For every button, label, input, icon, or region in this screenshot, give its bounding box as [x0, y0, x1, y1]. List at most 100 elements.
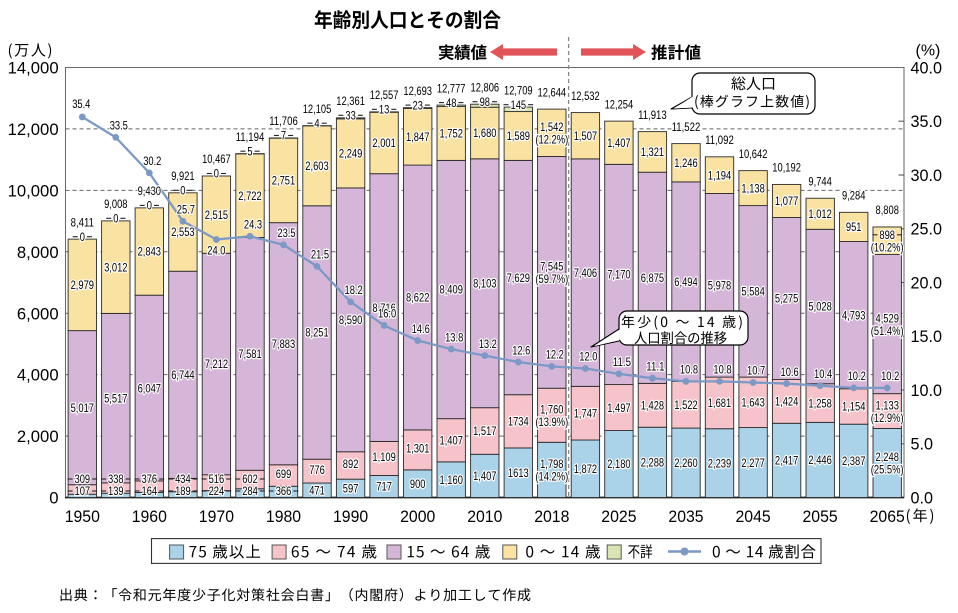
svg-text:2,417: 2,417: [775, 454, 799, 468]
svg-text:1,522: 1,522: [674, 398, 698, 412]
svg-text:1,301: 1,301: [406, 442, 430, 456]
svg-text:0: 0: [147, 199, 152, 213]
svg-text:(10.2%): (10.2%): [871, 241, 904, 255]
svg-text:2,722: 2,722: [238, 189, 262, 203]
svg-text:2,277: 2,277: [741, 456, 765, 470]
svg-text:2,387: 2,387: [842, 454, 866, 468]
svg-text:1990: 1990: [333, 507, 368, 526]
svg-text:9,284: 9,284: [842, 189, 866, 203]
svg-text:2,751: 2,751: [272, 174, 296, 188]
svg-text:10.6: 10.6: [781, 365, 799, 379]
svg-text:8,000: 8,000: [17, 244, 59, 262]
svg-text:2065: 2065: [870, 507, 905, 526]
svg-text:2,843: 2,843: [138, 245, 162, 259]
svg-text:5,584: 5,584: [741, 285, 765, 299]
svg-text:224: 224: [209, 484, 225, 498]
svg-text:1,012: 1,012: [808, 207, 832, 221]
svg-text:1,077: 1,077: [775, 194, 799, 208]
svg-text:2010: 2010: [467, 507, 502, 526]
svg-text:21.5: 21.5: [311, 248, 329, 262]
svg-text:7: 7: [281, 129, 286, 143]
svg-text:2045: 2045: [736, 507, 771, 526]
svg-text:8,716: 8,716: [372, 301, 396, 315]
svg-text:10,642: 10,642: [739, 147, 768, 161]
svg-text:10.8: 10.8: [713, 363, 731, 377]
svg-text:12,777: 12,777: [437, 81, 466, 95]
svg-text:2055: 2055: [803, 507, 838, 526]
svg-text:15.0: 15.0: [911, 328, 943, 346]
svg-text:2,001: 2,001: [372, 136, 396, 150]
svg-text:12,644: 12,644: [538, 85, 567, 99]
svg-text:892: 892: [343, 457, 359, 471]
svg-text:1,752: 1,752: [440, 127, 464, 141]
svg-text:338: 338: [108, 472, 124, 486]
svg-text:2,249: 2,249: [339, 147, 363, 161]
svg-text:11,194: 11,194: [236, 130, 265, 144]
svg-text:164: 164: [142, 484, 158, 498]
svg-text:1,680: 1,680: [473, 126, 497, 140]
svg-text:33.5: 33.5: [110, 119, 128, 133]
svg-text:10.7: 10.7: [747, 364, 765, 378]
svg-text:471: 471: [309, 484, 325, 498]
svg-text:717: 717: [376, 480, 392, 494]
svg-text:13: 13: [379, 103, 390, 117]
svg-text:8,103: 8,103: [473, 277, 497, 291]
svg-text:5,028: 5,028: [808, 300, 832, 314]
svg-text:8,411: 8,411: [71, 215, 95, 229]
svg-text:12,693: 12,693: [403, 84, 432, 98]
svg-text:1,154: 1,154: [842, 400, 866, 414]
svg-text:6,047: 6,047: [138, 381, 162, 395]
svg-text:9,744: 9,744: [808, 174, 832, 188]
svg-text:1,407: 1,407: [473, 469, 497, 483]
svg-text:5.0: 5.0: [911, 436, 934, 454]
svg-text:1,798: 1,798: [540, 457, 564, 471]
svg-text:(12.2%): (12.2%): [535, 133, 568, 147]
svg-text:1,133: 1,133: [876, 398, 900, 412]
svg-text:7,170: 7,170: [607, 268, 631, 282]
svg-text:2000: 2000: [400, 507, 435, 526]
svg-text:(51.4%): (51.4%): [871, 324, 904, 338]
svg-text:(13.9%): (13.9%): [535, 415, 568, 429]
svg-text:3,012: 3,012: [104, 260, 128, 274]
svg-text:2035: 2035: [668, 507, 703, 526]
svg-text:11,706: 11,706: [269, 114, 298, 128]
svg-text:(25.5%): (25.5%): [871, 463, 904, 477]
svg-text:18.2: 18.2: [345, 283, 363, 297]
svg-text:12,709: 12,709: [504, 83, 533, 97]
svg-text:10.8: 10.8: [680, 363, 698, 377]
svg-text:6,494: 6,494: [674, 275, 698, 289]
svg-text:1,138: 1,138: [741, 181, 765, 195]
svg-text:1,258: 1,258: [808, 396, 832, 410]
svg-text:23: 23: [413, 98, 424, 112]
svg-text:1,497: 1,497: [607, 401, 631, 415]
svg-text:0: 0: [49, 490, 58, 508]
svg-text:(%): (%): [916, 43, 941, 60]
svg-text:1,424: 1,424: [775, 395, 799, 409]
svg-text:7,545: 7,545: [540, 260, 564, 274]
svg-text:1960: 1960: [132, 507, 167, 526]
svg-text:12.2: 12.2: [546, 348, 564, 362]
svg-text:8,251: 8,251: [305, 326, 329, 340]
svg-text:2,248: 2,248: [876, 450, 900, 464]
svg-text:2,979: 2,979: [71, 278, 95, 292]
svg-text:12,532: 12,532: [571, 89, 600, 103]
svg-text:2,180: 2,180: [607, 457, 631, 471]
svg-text:2,288: 2,288: [641, 456, 665, 470]
svg-text:1950: 1950: [65, 507, 100, 526]
svg-text:597: 597: [343, 482, 359, 496]
svg-text:900: 900: [410, 477, 426, 491]
svg-text:12,361: 12,361: [336, 94, 365, 108]
svg-text:6,875: 6,875: [641, 271, 665, 285]
svg-text:1,542: 1,542: [540, 120, 564, 134]
svg-text:16.0: 16.0: [378, 307, 396, 321]
svg-text:10.4: 10.4: [814, 367, 832, 381]
svg-text:40.0: 40.0: [911, 59, 943, 77]
svg-text:6,000: 6,000: [17, 305, 59, 323]
svg-text:1,321: 1,321: [641, 145, 665, 159]
svg-text:25.0: 25.0: [911, 221, 943, 239]
svg-text:8,622: 8,622: [406, 291, 430, 305]
svg-text:1,407: 1,407: [607, 136, 631, 150]
svg-text:602: 602: [242, 472, 258, 486]
svg-text:30.2: 30.2: [143, 154, 161, 168]
svg-text:898: 898: [879, 228, 895, 242]
